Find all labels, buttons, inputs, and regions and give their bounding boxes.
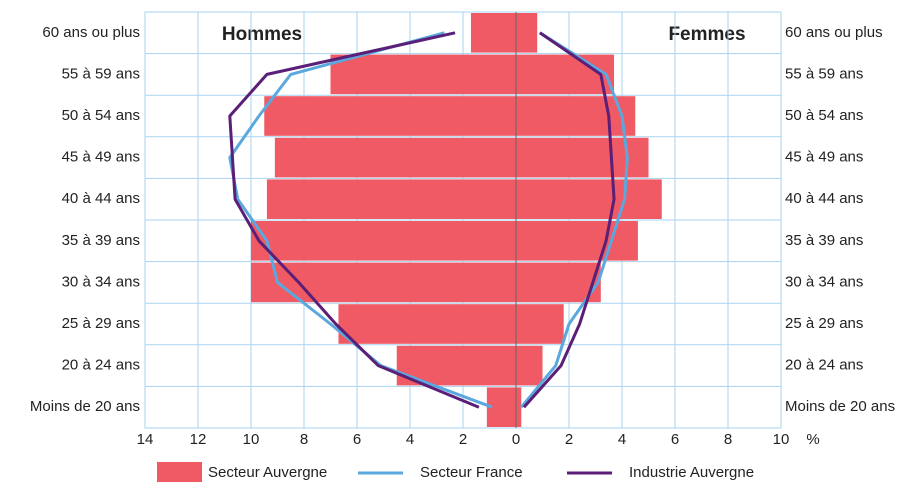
x-tick-label: 4: [406, 431, 414, 448]
bar: [516, 262, 601, 303]
bar: [516, 221, 638, 261]
category-label: 50 à 54 ans: [785, 107, 863, 124]
bar: [516, 13, 538, 53]
category-label: 55 à 59 ans: [785, 65, 863, 82]
category-label: 25 à 29 ans: [785, 315, 863, 332]
category-label: 60 ans ou plus: [42, 24, 140, 41]
category-label: 45 à 49 ans: [785, 149, 863, 166]
line: [522, 31, 616, 409]
bar: [274, 137, 516, 178]
line: [520, 31, 629, 409]
bar: [251, 221, 516, 261]
bar: [516, 387, 522, 427]
category-label: Moins de 20 ans: [785, 398, 895, 415]
bar: [516, 304, 564, 344]
left-label: Hommes: [222, 24, 302, 45]
x-tick-label: 6: [671, 431, 679, 448]
category-label: 60 ans ou plus: [785, 24, 883, 41]
category-label: 20 à 24 ans: [785, 357, 863, 374]
category-label: 40 à 44 ans: [785, 190, 863, 207]
legend-label: Secteur Auvergne: [208, 464, 327, 481]
bar: [338, 304, 516, 344]
category-label: 25 à 29 ans: [62, 315, 140, 332]
plot-frame: [144, 11, 782, 429]
line: [228, 31, 480, 409]
category-label: 45 à 49 ans: [62, 149, 140, 166]
x-unit: %: [806, 431, 819, 448]
category-label: 55 à 59 ans: [62, 65, 140, 82]
x-tick-label: 10: [243, 431, 260, 448]
x-tick-label: 6: [353, 431, 361, 448]
right-label: Femmes: [668, 24, 745, 45]
x-tick-label: 10: [773, 431, 790, 448]
x-tick-label: 8: [724, 431, 732, 448]
category-label: 20 à 24 ans: [62, 357, 140, 374]
category-label: 50 à 54 ans: [62, 107, 140, 124]
category-label: 35 à 39 ans: [785, 232, 863, 249]
legend-label: Secteur France: [420, 464, 523, 481]
bar: [516, 54, 615, 95]
x-tick-label: 2: [459, 431, 467, 448]
bar: [264, 96, 516, 136]
bar: [516, 345, 543, 386]
x-tick-label: 14: [137, 431, 154, 448]
x-tick-label: 4: [618, 431, 626, 448]
x-tick-label: 2: [565, 431, 573, 448]
category-label: 30 à 34 ans: [62, 273, 140, 290]
category-label: Moins de 20 ans: [30, 398, 140, 415]
x-tick-label: 8: [300, 431, 308, 448]
bar: [251, 262, 516, 303]
bar: [470, 13, 516, 53]
bar: [516, 179, 662, 219]
bar: [266, 179, 516, 219]
legend-swatch: [157, 462, 202, 482]
x-tick-label: 12: [190, 431, 207, 448]
x-tick-label: 0: [512, 431, 520, 448]
category-label: 40 à 44 ans: [62, 190, 140, 207]
category-label: 30 à 34 ans: [785, 273, 863, 290]
legend-label: Industrie Auvergne: [629, 464, 754, 481]
category-label: 35 à 39 ans: [62, 232, 140, 249]
bar: [330, 54, 516, 95]
